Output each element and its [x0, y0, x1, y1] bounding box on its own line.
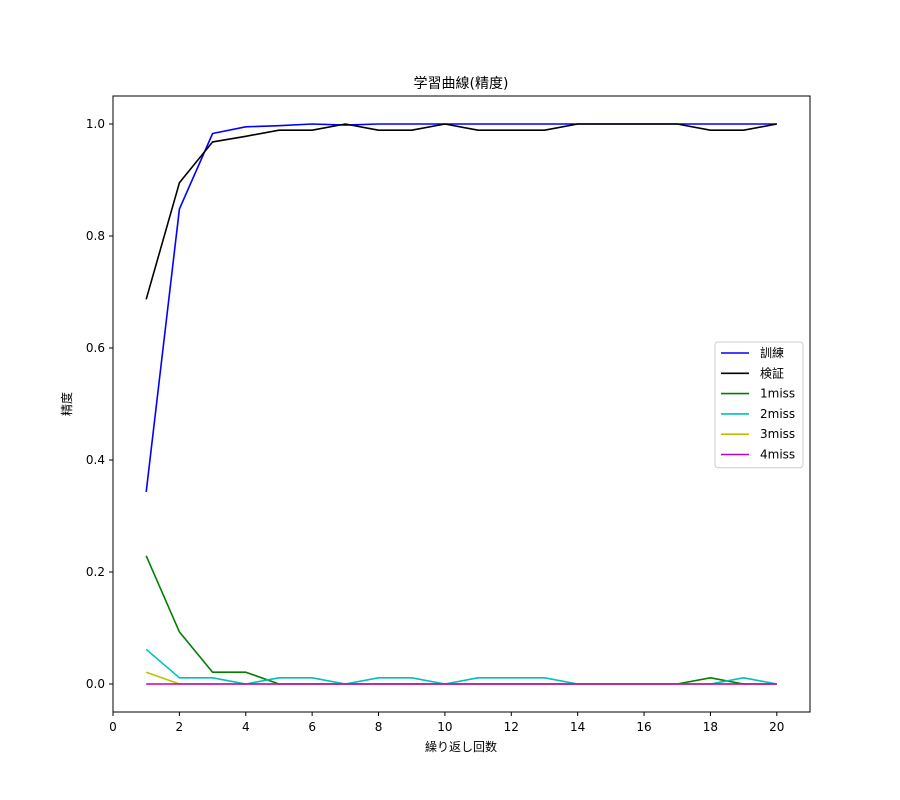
x-tick-label: 16	[636, 720, 651, 734]
y-tick-label: 1.0	[86, 117, 105, 131]
series-line-1	[145, 123, 777, 492]
legend-label: 4miss	[760, 448, 795, 462]
y-tick-label: 0.8	[86, 229, 105, 243]
x-tick-label: 0	[109, 720, 117, 734]
y-tick-label: 0.0	[86, 677, 105, 691]
x-tick-label: 10	[437, 720, 452, 734]
x-tick-label: 6	[308, 720, 316, 734]
y-axis: 0.0 0.2 0.4 0.6 0.8 1.0	[86, 117, 113, 691]
x-tick-label: 18	[703, 720, 718, 734]
legend-label: 3miss	[760, 427, 795, 441]
series-layer	[145, 123, 777, 685]
y-tick-label: 0.6	[86, 341, 105, 355]
x-tick-label: 12	[504, 720, 519, 734]
x-tick-label: 14	[570, 720, 585, 734]
chart-title: 学習曲線(精度)	[414, 76, 509, 92]
x-tick-label: 20	[769, 720, 784, 734]
x-tick-label: 4	[242, 720, 250, 734]
y-axis-label: 精度	[59, 392, 74, 416]
y-tick-label: 0.4	[86, 453, 105, 467]
series-line-3	[145, 555, 777, 685]
legend-label: 1miss	[760, 387, 795, 401]
plot-frame	[112, 95, 811, 713]
x-axis: 0 2 4 6 8 10 12 14 16 18 20	[109, 712, 784, 734]
y-tick-label: 0.2	[86, 565, 105, 579]
legend-label: 検証	[760, 366, 784, 380]
series-line-2	[145, 123, 777, 300]
series-line-5	[145, 671, 777, 685]
legend-label: 2miss	[760, 407, 795, 421]
x-tick-label: 2	[176, 720, 184, 734]
x-axis-label: 繰り返し回数	[425, 739, 497, 754]
series-line-4	[145, 648, 777, 685]
x-tick-label: 8	[375, 720, 383, 734]
legend-label: 訓練	[760, 345, 784, 360]
